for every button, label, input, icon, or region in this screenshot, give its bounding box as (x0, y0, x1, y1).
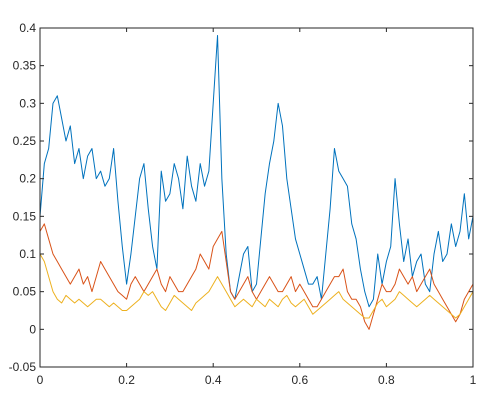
y-tick-label: 0.05 (13, 285, 37, 299)
x-tick-label: 0.4 (205, 373, 222, 387)
series-line-1 (39, 35, 474, 308)
y-tick-label: 0.4 (19, 21, 36, 35)
plot-area (40, 28, 473, 367)
x-axis: 0 0.2 0.4 0.6 0.8 1 (37, 28, 477, 387)
x-tick-label: 1 (470, 373, 477, 387)
series-line-3 (39, 253, 474, 319)
x-tick-label: 0.8 (378, 373, 395, 387)
y-axis: -0.05 0 0.05 0.1 0.15 0.2 0.25 0.3 0.35 0.4 (9, 21, 473, 374)
x-tick-label: 0 (37, 373, 44, 387)
y-tick-label: 0.35 (13, 59, 37, 73)
x-tick-label: 0.2 (118, 373, 135, 387)
y-tick-label: 0.2 (19, 172, 36, 186)
y-tick-label: 0 (29, 322, 36, 336)
y-tick-label: 0.15 (13, 209, 37, 223)
y-tick-label: 0.3 (19, 96, 36, 110)
y-tick-label: 0.1 (19, 247, 36, 261)
y-tick-label: 0.25 (13, 134, 37, 148)
series-layer (39, 35, 474, 330)
axes-box (39, 27, 474, 368)
y-tick-label: -0.05 (9, 360, 37, 374)
x-tick-label: 0.6 (291, 373, 308, 387)
